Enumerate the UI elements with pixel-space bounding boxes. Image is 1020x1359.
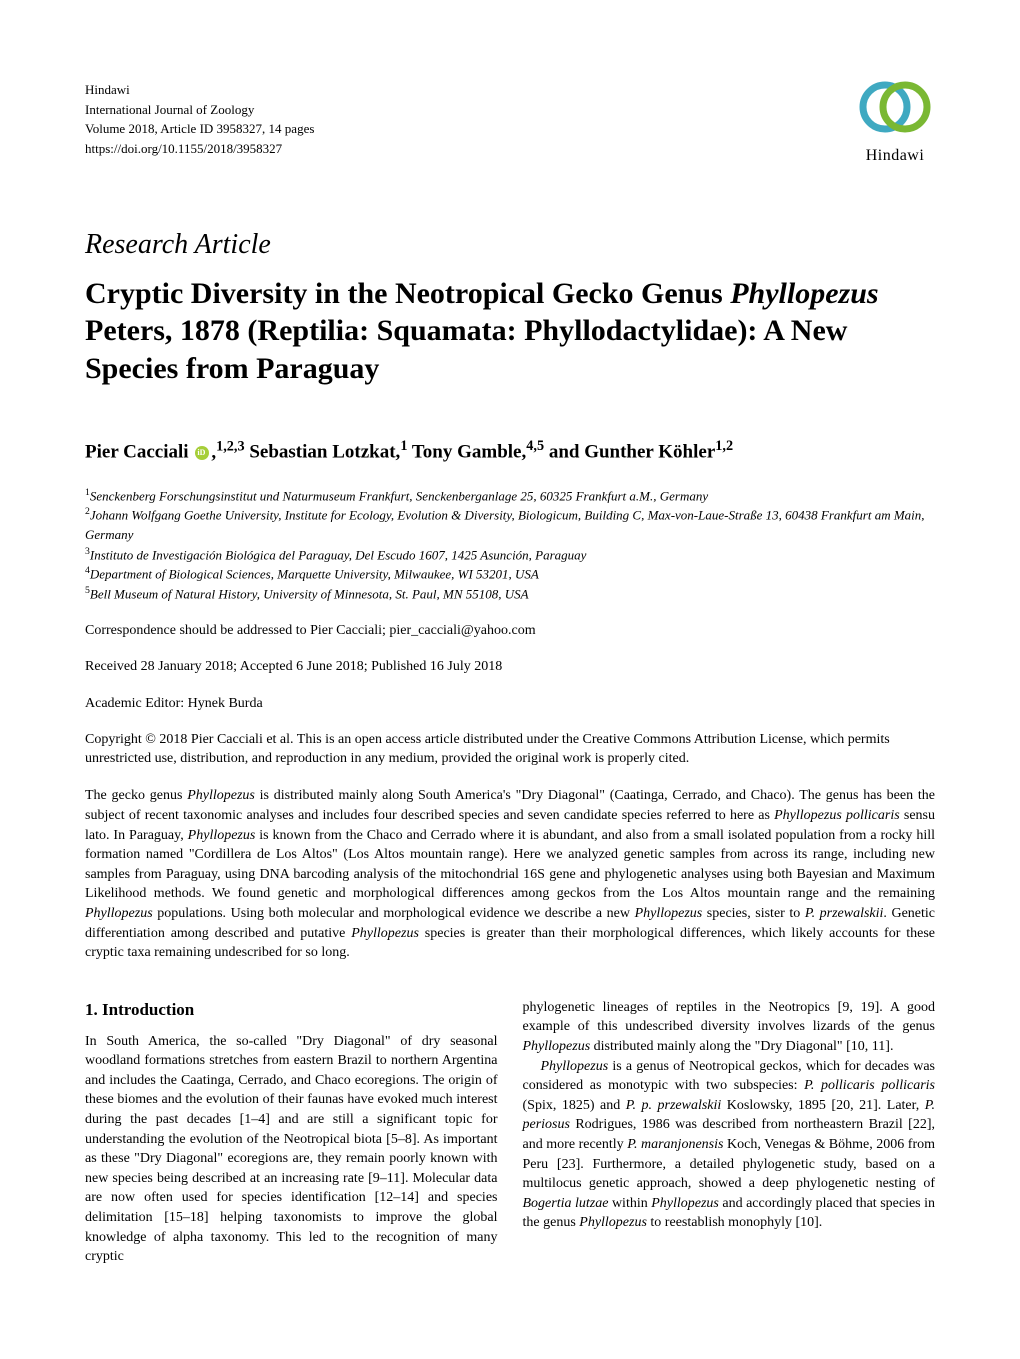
author-3: Tony Gamble,	[412, 442, 526, 463]
author-4-super: 1,2	[715, 438, 733, 454]
affiliation-2: 2Johann Wolfgang Goethe University, Inst…	[85, 505, 935, 544]
article-title: Cryptic Diversity in the Neotropical Gec…	[85, 275, 935, 388]
article-type: Research Article	[85, 227, 935, 263]
publication-dates: Received 28 January 2018; Accepted 6 Jun…	[85, 658, 935, 676]
volume-info: Volume 2018, Article ID 3958327, 14 page…	[85, 119, 314, 139]
authors-list: Pier Cacciali ,1,2,3 Sebastian Lotzkat,1…	[85, 437, 935, 465]
journal-name: International Journal of Zoology	[85, 100, 314, 120]
academic-editor: Academic Editor: Hynek Burda	[85, 695, 935, 713]
abstract-text: The gecko genus Phyllopezus is distribut…	[85, 786, 935, 962]
doi-link[interactable]: https://doi.org/10.1155/2018/3958327	[85, 139, 314, 159]
author-1-super: ,1,2,3	[211, 442, 244, 463]
orcid-icon[interactable]	[195, 446, 209, 460]
title-prefix: Cryptic Diversity in the Neotropical Gec…	[85, 277, 730, 310]
right-column: phylogenetic lineages of reptiles in the…	[523, 998, 936, 1267]
affiliation-4: 4Department of Biological Sciences, Marq…	[85, 564, 935, 584]
correspondence-info: Correspondence should be addressed to Pi…	[85, 622, 935, 640]
title-genus: Phyllopezus	[730, 277, 878, 310]
affiliations-block: 1Senckenberg Forschungsinstitut und Natu…	[85, 486, 935, 605]
logo-text: Hindawi	[855, 146, 935, 167]
affiliation-3: 3Instituto de Investigación Biológica de…	[85, 545, 935, 565]
publisher-logo: Hindawi	[855, 80, 935, 167]
author-2-super: 1	[400, 438, 407, 454]
intro-paragraph-1: In South America, the so-called "Dry Dia…	[85, 1032, 498, 1267]
hindawi-logo-icon	[855, 80, 935, 135]
page-header: Hindawi International Journal of Zoology…	[85, 80, 935, 167]
intro-paragraph-1-cont: phylogenetic lineages of reptiles in the…	[523, 998, 936, 1057]
author-4: and Gunther Köhler	[549, 442, 715, 463]
publisher-name: Hindawi	[85, 80, 314, 100]
two-column-content: 1. Introduction In South America, the so…	[85, 998, 935, 1267]
author-2: Sebastian Lotzkat,	[249, 442, 400, 463]
intro-paragraph-2: Phyllopezus is a genus of Neotropical ge…	[523, 1057, 936, 1233]
title-suffix: Peters, 1878 (Reptilia: Squamata: Phyllo…	[85, 314, 847, 385]
left-column: 1. Introduction In South America, the so…	[85, 998, 498, 1267]
author-3-super: 4,5	[526, 438, 544, 454]
affiliation-1: 1Senckenberg Forschungsinstitut und Natu…	[85, 486, 935, 506]
introduction-heading: 1. Introduction	[85, 998, 498, 1022]
affiliation-5: 5Bell Museum of Natural History, Univers…	[85, 584, 935, 604]
journal-info-block: Hindawi International Journal of Zoology…	[85, 80, 314, 158]
author-1: Pier Cacciali	[85, 442, 189, 463]
copyright-notice: Copyright © 2018 Pier Cacciali et al. Th…	[85, 731, 935, 769]
